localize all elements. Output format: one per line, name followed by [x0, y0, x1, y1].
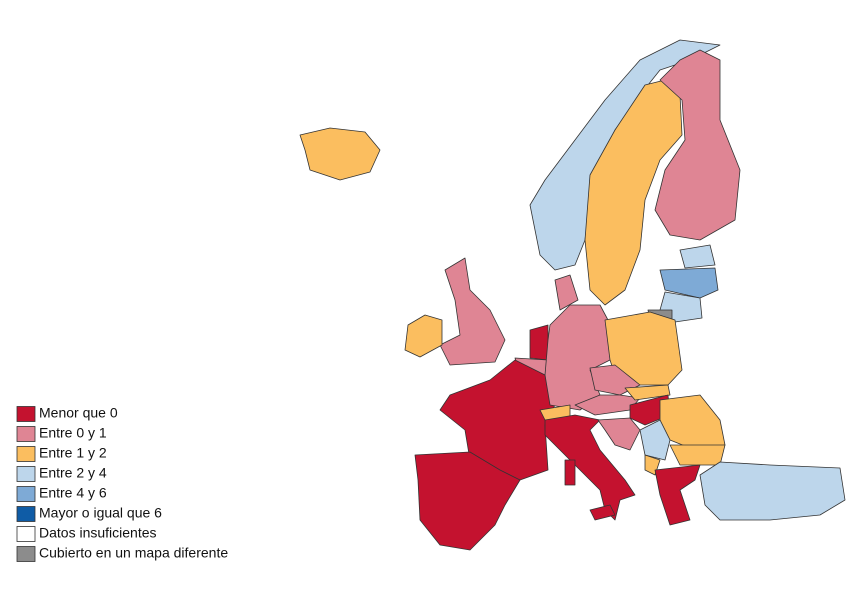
region	[564, 459, 576, 486]
legend-swatch	[16, 506, 36, 522]
region	[584, 79, 683, 306]
legend-swatch	[16, 406, 36, 422]
region	[654, 49, 741, 241]
region	[544, 304, 611, 411]
region	[699, 461, 846, 521]
region	[404, 314, 443, 358]
legend-label: Datos insuficientes	[39, 525, 157, 541]
legend-swatch	[16, 526, 36, 542]
region	[597, 417, 641, 451]
legend-label: Mayor o igual que 6	[39, 505, 162, 521]
region	[439, 359, 561, 481]
region	[529, 324, 549, 361]
region	[589, 504, 616, 521]
region	[414, 451, 521, 551]
legend-label: Entre 4 y 6	[39, 485, 107, 501]
region	[544, 414, 636, 521]
legend-label: Entre 0 y 1	[39, 425, 107, 441]
legend: Menor que 0 Entre 0 y 1 Entre 1 y 2 Entre 2…	[16, 405, 228, 562]
legend-label: Entre 1 y 2	[39, 445, 107, 461]
region	[659, 267, 719, 299]
region	[679, 244, 716, 269]
region	[639, 419, 671, 461]
legend-label: Cubierto en un mapa diferente	[39, 545, 228, 561]
countries	[299, 39, 846, 551]
region	[654, 464, 701, 526]
legend-swatch	[16, 546, 36, 562]
legend-swatch	[16, 486, 36, 502]
region	[669, 444, 726, 466]
region	[439, 257, 506, 366]
legend-swatch	[16, 426, 36, 442]
legend-label: Menor que 0	[39, 405, 118, 421]
legend-swatch	[16, 466, 36, 482]
region	[299, 127, 381, 181]
legend-swatch	[16, 446, 36, 462]
region	[624, 384, 671, 401]
legend-label: Entre 2 y 4	[39, 465, 107, 481]
region	[554, 274, 579, 311]
